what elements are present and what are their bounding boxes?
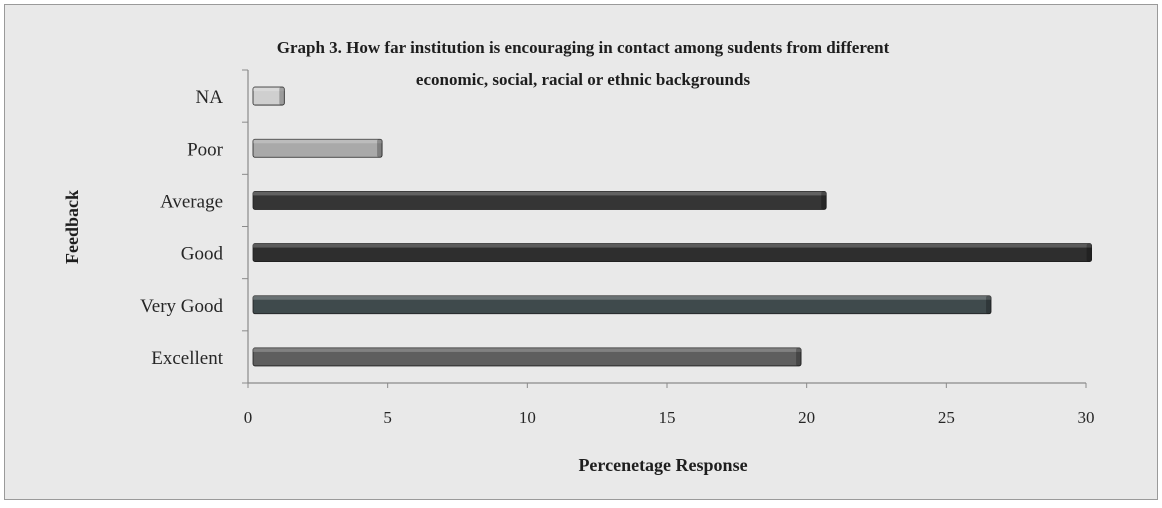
category-label-good: Good [181, 244, 224, 265]
bar-end-poor [377, 139, 383, 158]
bar-very-good [252, 295, 992, 315]
chart-bars [252, 86, 1092, 367]
x-tick-label-10: 10 [519, 408, 536, 427]
x-tick-label-5: 5 [383, 408, 392, 427]
bar-excellent [252, 347, 802, 367]
bar-end-excellent [796, 347, 802, 366]
bar-good [252, 243, 1092, 262]
bar-chart: Graph 3. How far institution is encourag… [62, 38, 1095, 475]
chart-title-line-2: economic, social, racial or ethnic backg… [416, 70, 751, 89]
category-label-average: Average [160, 191, 223, 212]
x-axis-title: Percenetage Response [578, 455, 747, 475]
bar-highlight-poor [253, 139, 383, 144]
chart-ticks: 0 5 10 15 20 25 30 [242, 69, 1095, 427]
category-label-na: NA [196, 87, 224, 108]
x-tick-label-15: 15 [659, 408, 676, 427]
bar-highlight-good [253, 243, 1092, 248]
chart-title-line-1: Graph 3. How far institution is encourag… [277, 38, 890, 57]
bar-highlight-na [253, 87, 285, 92]
x-tick-label-0: 0 [244, 408, 253, 427]
chart-title: Graph 3. How far institution is encourag… [277, 38, 890, 89]
bar-end-average [821, 191, 827, 210]
y-axis-title: Feedback [62, 190, 82, 264]
category-label-excellent: Excellent [151, 348, 223, 369]
category-label-poor: Poor [187, 139, 224, 160]
bar-highlight-average [253, 191, 827, 196]
category-label-very-good: Very Good [140, 296, 223, 317]
chart-figure: Graph 3. How far institution is encourag… [4, 4, 1158, 500]
category-labels: Excellent Very Good Good Average Poor NA [140, 87, 224, 369]
bar-average [252, 191, 827, 210]
bar-poor [252, 138, 383, 158]
x-tick-label-25: 25 [938, 408, 955, 427]
bar-highlight-excellent [253, 347, 802, 352]
bar-end-na [279, 87, 285, 106]
x-tick-label-20: 20 [798, 408, 815, 427]
bar-end-good [1086, 243, 1092, 262]
x-tick-label-30: 30 [1078, 408, 1095, 427]
bar-na [252, 86, 285, 106]
bar-end-very-good [986, 295, 992, 314]
chart-axes [247, 70, 1086, 384]
bar-highlight-very-good [253, 295, 992, 300]
